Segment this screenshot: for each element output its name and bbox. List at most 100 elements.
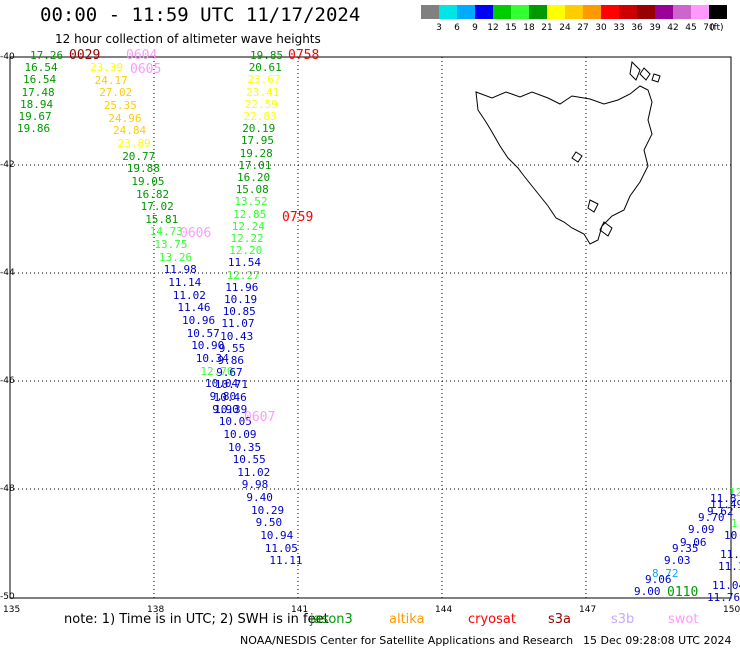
legend-label: 24 (559, 23, 571, 33)
legend-swatch (709, 5, 727, 19)
legend-label: 3 (436, 23, 442, 33)
wave-height-value: 16.82 (136, 187, 170, 201)
lon-label: 141 (291, 605, 309, 615)
pass-time-label: 0759 (282, 210, 314, 225)
wave-height-value: 11.49 (710, 498, 740, 512)
legend-label: 39 (649, 23, 661, 33)
legend-swatch (475, 5, 493, 19)
wave-height-value: 13.52 (234, 195, 268, 209)
wave-height-value: 11.04 (712, 579, 740, 592)
legend-label: 70 (703, 23, 715, 33)
wave-height-value: 23.39 (90, 61, 124, 74)
legend-swatch (439, 5, 457, 19)
mission-label: s3a (548, 612, 572, 627)
pass-time-label: 0607 (244, 410, 276, 425)
legend-swatch (421, 5, 439, 19)
wave-height-value: 10.05 (218, 415, 252, 429)
legend-label: 12 (487, 23, 499, 33)
wave-height-value: 9.09 (688, 523, 715, 537)
wave-height-value: 11.02 (172, 288, 206, 302)
legend-label: 6 (454, 23, 460, 33)
wave-height-value: 16.54 (23, 73, 57, 87)
wave-height-value: 20.61 (248, 61, 282, 75)
wave-height-value: 11.1 (718, 560, 740, 574)
lat-label: -48 (0, 484, 15, 494)
wave-height-value: 10.57 (186, 326, 220, 340)
legend-label: 30 (595, 23, 607, 33)
wave-height-value: 9.62 (707, 504, 734, 518)
wave-height-value: 11.02 (237, 465, 271, 479)
wave-height-value: 19.86 (17, 122, 51, 136)
wave-height-value: 9.80 (209, 389, 237, 403)
legend-label: 21 (541, 23, 553, 33)
pass-time-label: 0606 (180, 226, 212, 241)
credit-line: NOAA/NESDIS Center for Satellite Applica… (240, 634, 574, 647)
wave-height-value: 10.29 (251, 503, 285, 517)
lat-label: -40 (0, 52, 15, 62)
wave-height-value: 24.17 (94, 73, 128, 87)
wave-height-value: 10.94 (260, 529, 294, 543)
wave-height-value: 11.05 (264, 541, 298, 555)
lon-label: 138 (147, 605, 165, 615)
lat-label: -50 (0, 592, 15, 602)
legend-label: 45 (685, 23, 697, 33)
wave-height-value: 11.11 (269, 554, 303, 568)
legend-swatch (655, 5, 673, 19)
wave-height-value: 19.85 (250, 49, 284, 62)
wave-height-value: 12 (729, 486, 740, 499)
lat-label: -44 (0, 268, 15, 278)
wave-height-value: 10.09 (223, 427, 257, 441)
legend-swatch (565, 5, 583, 19)
wave-height-value: 13.75 (154, 238, 188, 252)
wave-height-value: 9.00 (634, 585, 661, 599)
wave-height-value: 20.19 (242, 122, 276, 136)
wave-height-value: 10 (724, 529, 738, 543)
wave-height-value: 9.50 (255, 516, 283, 530)
wave-height-value: 19.28 (239, 146, 273, 160)
legend-unit: (ft) (710, 23, 724, 33)
mission-label: s3b (611, 612, 635, 627)
legend-swatch (511, 5, 529, 19)
legend-label: 27 (577, 23, 589, 33)
footnote: note: 1) Time is in UTC; 2) SWH is in fe… (64, 612, 329, 627)
legend-label: 15 (505, 23, 517, 33)
legend-label: 42 (667, 23, 679, 33)
wave-height-value: 11.8 (710, 492, 737, 506)
wave-height-value: 25.35 (103, 98, 137, 112)
lon-label: 144 (435, 605, 453, 615)
wave-height-value: 17.26 (30, 49, 64, 62)
wave-height-value: 10.19 (224, 293, 258, 306)
wave-height-value: 12.85 (233, 207, 267, 221)
wave-height-value: 12.27 (226, 268, 260, 282)
wave-height-value: 9.40 (246, 491, 273, 505)
wave-height-value: 19.05 (131, 174, 165, 188)
generated-timestamp: 15 Dec 09:28:08 UTC 2024 (583, 634, 732, 647)
pass-time-label: 0758 (288, 48, 320, 63)
wave-height-value: 9.06 (680, 535, 707, 549)
legend-swatch (493, 5, 511, 19)
wave-height-value: 22.59 (244, 97, 278, 111)
lon-label: 147 (579, 605, 597, 615)
mission-label: swot (668, 612, 699, 627)
pass-time-label: 0605 (130, 62, 162, 77)
wave-height-value: 8.72 (652, 566, 679, 580)
wave-height-value: 10.04 (205, 377, 239, 391)
tasmania-coastline (475, 60, 661, 245)
wave-height-value: 23.67 (247, 73, 281, 87)
legend-swatch (691, 5, 709, 19)
legend-swatch (601, 5, 619, 19)
wave-height-value: 10.43 (220, 329, 254, 343)
legend-swatch (673, 5, 691, 19)
wave-height-value: 12.24 (231, 219, 265, 233)
wave-height-value: 10.34 (195, 351, 229, 365)
wave-height-value: 18.94 (20, 97, 54, 111)
wave-height-value: 9.35 (672, 541, 699, 555)
page-subtitle: 12 hour collection of altimeter wave hei… (55, 32, 321, 46)
wave-height-value: 10.96 (182, 314, 216, 327)
wave-height-value: 15.81 (145, 212, 179, 226)
wave-height-value: 12.70 (200, 364, 234, 378)
lon-label: 135 (3, 605, 21, 615)
wave-height-value: 11.98 (163, 263, 197, 277)
wave-height-value: 9.90 (212, 402, 239, 416)
legend-label: 9 (472, 23, 478, 33)
